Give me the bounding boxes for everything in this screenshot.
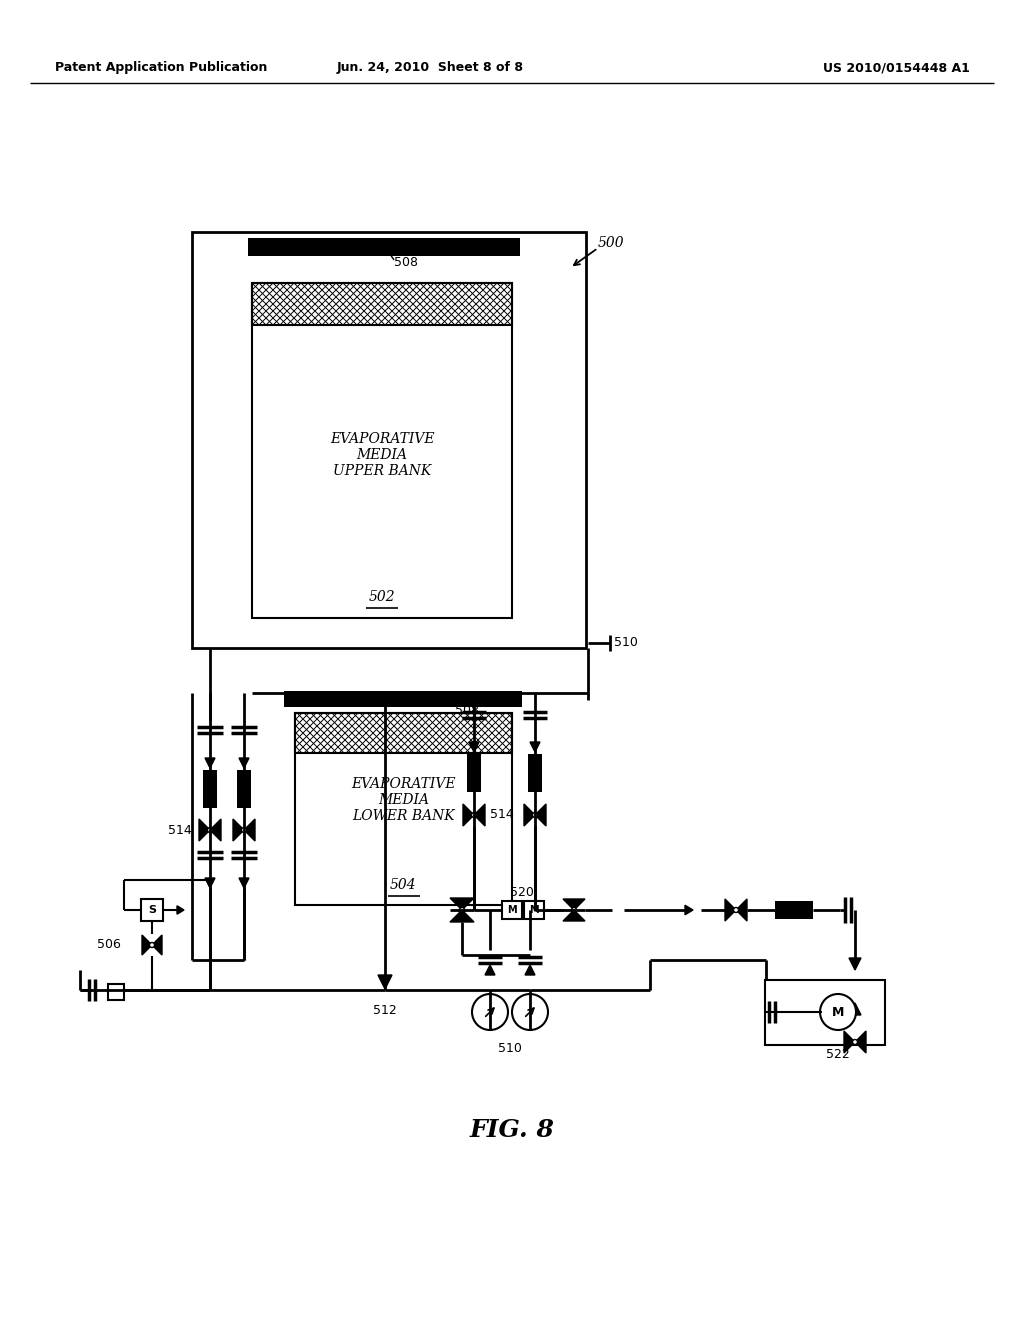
Bar — [193, 232, 586, 648]
Text: M: M — [529, 906, 539, 915]
Bar — [237, 770, 251, 808]
Text: 510: 510 — [614, 636, 638, 649]
Circle shape — [853, 1040, 857, 1044]
Text: 500: 500 — [598, 236, 625, 249]
Bar — [108, 983, 124, 1001]
Text: Patent Application Publication: Patent Application Publication — [55, 62, 267, 74]
Circle shape — [472, 994, 508, 1030]
Text: 502: 502 — [369, 590, 395, 605]
Polygon shape — [469, 742, 479, 752]
Polygon shape — [199, 818, 210, 841]
Polygon shape — [474, 804, 485, 826]
Polygon shape — [530, 742, 540, 752]
Polygon shape — [844, 1031, 855, 1053]
Text: M: M — [831, 1006, 844, 1019]
Polygon shape — [450, 909, 474, 921]
Polygon shape — [524, 804, 535, 826]
Polygon shape — [177, 906, 184, 915]
Polygon shape — [152, 935, 162, 954]
Text: S: S — [148, 906, 156, 915]
Bar — [252, 282, 512, 618]
Bar — [203, 770, 217, 808]
Polygon shape — [205, 758, 215, 768]
Polygon shape — [210, 818, 221, 841]
Polygon shape — [463, 804, 474, 826]
Text: 506: 506 — [97, 939, 121, 952]
Polygon shape — [450, 898, 474, 909]
Circle shape — [242, 828, 247, 833]
Text: Jun. 24, 2010  Sheet 8 of 8: Jun. 24, 2010 Sheet 8 of 8 — [337, 62, 523, 74]
Polygon shape — [244, 818, 255, 841]
Polygon shape — [855, 1031, 866, 1053]
Bar — [141, 899, 163, 921]
Text: 512: 512 — [373, 1003, 397, 1016]
Polygon shape — [736, 899, 746, 921]
Circle shape — [150, 942, 155, 948]
Polygon shape — [685, 906, 693, 915]
Bar — [524, 902, 544, 919]
Text: 504: 504 — [390, 878, 417, 892]
Bar — [528, 754, 542, 792]
Circle shape — [571, 908, 577, 912]
Bar — [248, 238, 520, 256]
Text: 510: 510 — [498, 1041, 522, 1055]
Bar — [284, 690, 522, 708]
Polygon shape — [525, 965, 535, 975]
Polygon shape — [239, 758, 249, 768]
Text: FIG. 8: FIG. 8 — [470, 1118, 554, 1142]
Text: 514: 514 — [168, 824, 191, 837]
Text: 514: 514 — [490, 808, 514, 821]
Text: EVAPORATIVE
MEDIA
LOWER BANK: EVAPORATIVE MEDIA LOWER BANK — [351, 776, 456, 824]
Text: 522: 522 — [826, 1048, 850, 1061]
Circle shape — [460, 908, 465, 912]
Text: 508: 508 — [455, 705, 479, 718]
Text: EVAPORATIVE
MEDIA
UPPER BANK: EVAPORATIVE MEDIA UPPER BANK — [330, 432, 434, 478]
Polygon shape — [485, 965, 495, 975]
Circle shape — [820, 994, 856, 1030]
Polygon shape — [233, 818, 244, 841]
Polygon shape — [205, 878, 215, 888]
Polygon shape — [849, 1003, 861, 1015]
Text: 520: 520 — [510, 886, 534, 899]
Bar — [252, 282, 512, 325]
Circle shape — [208, 828, 213, 833]
Circle shape — [733, 908, 738, 912]
Circle shape — [512, 994, 548, 1030]
Bar — [295, 713, 512, 906]
Bar — [502, 902, 522, 919]
Polygon shape — [563, 909, 585, 921]
Polygon shape — [239, 878, 249, 888]
Text: 508: 508 — [394, 256, 418, 269]
Polygon shape — [725, 899, 736, 921]
Circle shape — [532, 813, 538, 817]
Bar — [775, 902, 813, 919]
Polygon shape — [849, 958, 861, 970]
Bar — [765, 979, 885, 1045]
Bar — [295, 713, 512, 752]
Polygon shape — [142, 935, 152, 954]
Text: M: M — [507, 906, 517, 915]
Text: US 2010/0154448 A1: US 2010/0154448 A1 — [823, 62, 970, 74]
Polygon shape — [535, 804, 546, 826]
Circle shape — [471, 813, 476, 817]
Bar — [467, 754, 481, 792]
Polygon shape — [563, 899, 585, 909]
Polygon shape — [378, 975, 392, 989]
